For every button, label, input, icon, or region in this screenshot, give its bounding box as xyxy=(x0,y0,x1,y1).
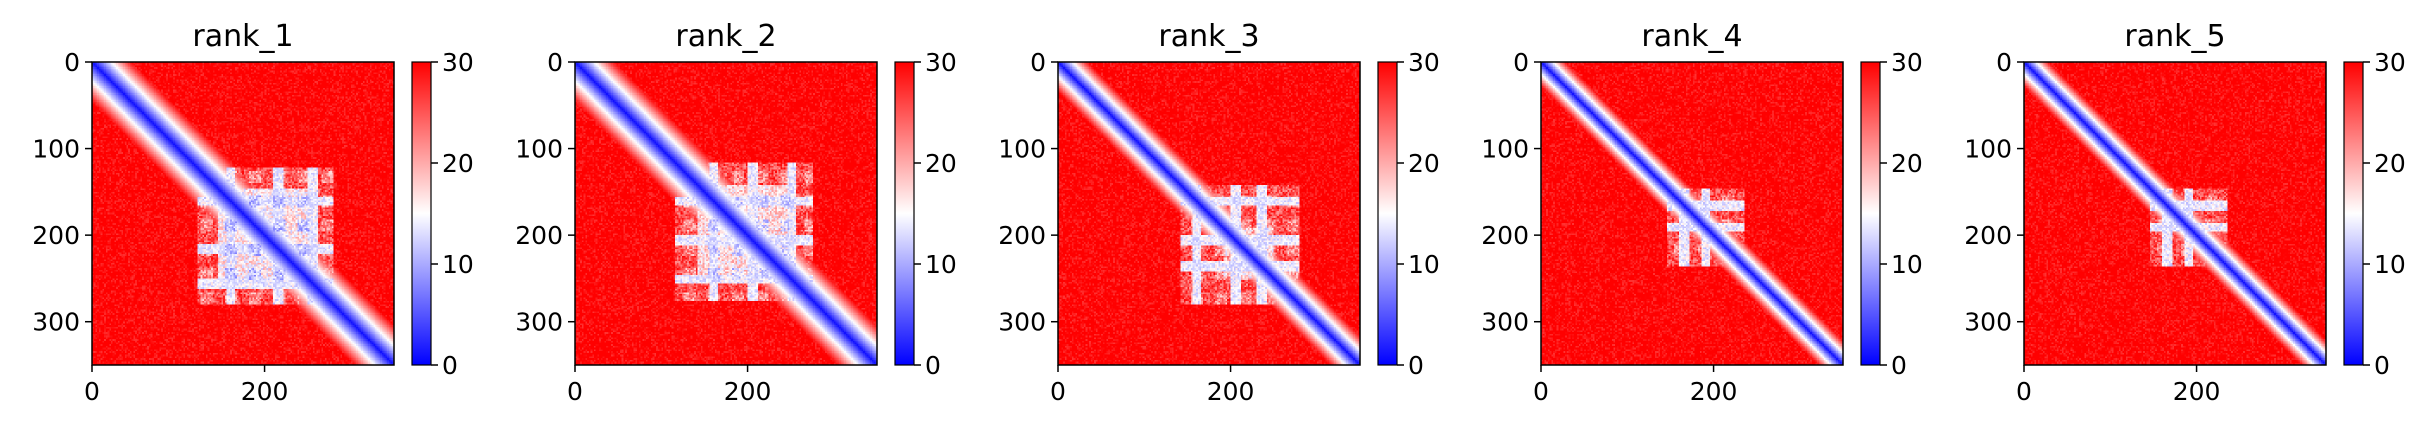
plot-title: rank_3 xyxy=(1158,19,1259,54)
heatmap-image xyxy=(1541,62,1843,365)
y-tick-label: 300 xyxy=(1964,308,2012,337)
y-tick-label: 100 xyxy=(1481,135,1529,164)
x-tick-label: 200 xyxy=(2173,377,2221,406)
colorbar-tick-label: 10 xyxy=(1891,250,1923,279)
y-tick-label: 300 xyxy=(998,308,1046,337)
y-tick-label: 0 xyxy=(547,48,563,77)
colorbar-tick-label: 0 xyxy=(1408,351,1424,380)
y-tick-label: 200 xyxy=(998,221,1046,250)
colorbar-tick-label: 30 xyxy=(925,48,957,77)
y-tick-label: 0 xyxy=(1996,48,2012,77)
x-tick-label: 0 xyxy=(84,377,100,406)
x-tick-label: 200 xyxy=(1207,377,1255,406)
colorbar-tick-label: 0 xyxy=(925,351,941,380)
y-tick-label: 200 xyxy=(515,221,563,250)
x-tick-label: 0 xyxy=(1533,377,1549,406)
y-tick-label: 300 xyxy=(1481,308,1529,337)
heatmap-image xyxy=(2024,62,2326,365)
colorbar-tick-label: 10 xyxy=(925,250,957,279)
plot-title: rank_4 xyxy=(1641,19,1742,54)
colorbar-tick-label: 20 xyxy=(2374,149,2406,178)
colorbar-tick-label: 30 xyxy=(442,48,474,77)
colorbar xyxy=(1860,61,1881,366)
colorbar-tick-label: 30 xyxy=(1891,48,1923,77)
plot-frame xyxy=(574,61,878,366)
colorbar xyxy=(1377,61,1398,366)
plot-title: rank_5 xyxy=(2124,19,2225,54)
colorbar-tick-label: 20 xyxy=(925,149,957,178)
colorbar xyxy=(411,61,432,366)
subplot-rank_4: rank_4 0 100 200 300 0 200 0 10 20 30 xyxy=(1481,19,1923,406)
y-tick-label: 0 xyxy=(1030,48,1046,77)
y-tick-label: 100 xyxy=(998,135,1046,164)
colorbar-tick-label: 30 xyxy=(2374,48,2406,77)
plot-frame xyxy=(2023,61,2327,366)
y-tick-label: 100 xyxy=(515,135,563,164)
plot-frame xyxy=(91,61,395,366)
colorbar-tick-label: 20 xyxy=(1891,149,1923,178)
colorbar-tick-label: 10 xyxy=(2374,250,2406,279)
plot-frame xyxy=(1057,61,1361,366)
y-tick-label: 100 xyxy=(1964,135,2012,164)
x-tick-label: 0 xyxy=(567,377,583,406)
x-tick-label: 200 xyxy=(1690,377,1738,406)
subplot-rank_5: rank_5 0 100 200 300 0 200 0 10 20 30 xyxy=(1964,19,2406,406)
heatmap-image xyxy=(1058,62,1360,365)
y-tick-label: 200 xyxy=(32,221,80,250)
plot-frame xyxy=(1540,61,1844,366)
heatmap-image xyxy=(92,62,394,365)
plot-title: rank_2 xyxy=(675,19,776,54)
x-tick-label: 0 xyxy=(1050,377,1066,406)
subplot-rank_3: rank_3 0 100 200 300 0 200 0 10 20 30 xyxy=(998,19,1440,406)
y-tick-label: 300 xyxy=(32,308,80,337)
colorbar-tick-label: 0 xyxy=(1891,351,1907,380)
subplot-rank_1: rank_1 0 100 200 300 0 200 0 10 20 30 xyxy=(32,19,474,406)
y-tick-label: 0 xyxy=(64,48,80,77)
colorbar-tick-label: 30 xyxy=(1408,48,1440,77)
colorbar xyxy=(894,61,915,366)
x-tick-label: 200 xyxy=(724,377,772,406)
subplot-rank_2: rank_2 0 100 200 300 0 200 0 10 20 30 xyxy=(515,19,957,406)
colorbar-tick-label: 0 xyxy=(2374,351,2390,380)
y-tick-label: 200 xyxy=(1481,221,1529,250)
colorbar-tick-label: 10 xyxy=(442,250,474,279)
y-tick-label: 0 xyxy=(1513,48,1529,77)
heatmap-image xyxy=(575,62,877,365)
colorbar-tick-label: 20 xyxy=(442,149,474,178)
colorbar xyxy=(2343,61,2364,366)
plot-title: rank_1 xyxy=(192,19,293,54)
x-tick-label: 0 xyxy=(2016,377,2032,406)
x-tick-label: 200 xyxy=(241,377,289,406)
colorbar-tick-label: 0 xyxy=(442,351,458,380)
colorbar-tick-label: 10 xyxy=(1408,250,1440,279)
y-tick-label: 100 xyxy=(32,135,80,164)
colorbar-tick-label: 20 xyxy=(1408,149,1440,178)
y-tick-label: 300 xyxy=(515,308,563,337)
y-tick-label: 200 xyxy=(1964,221,2012,250)
